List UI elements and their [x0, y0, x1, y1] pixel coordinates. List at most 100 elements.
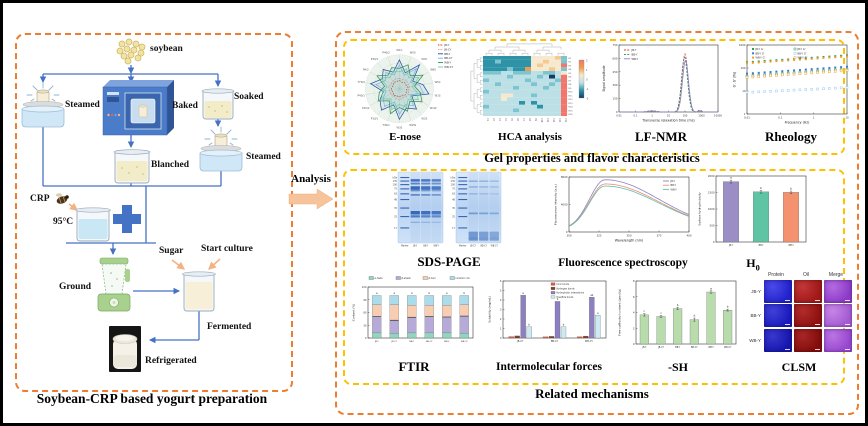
svg-text:17: 17 [452, 227, 455, 230]
svg-text:b: b [563, 324, 565, 327]
soybean-icon [116, 38, 146, 65]
label-soybean: soybean [150, 44, 183, 54]
svg-text:Disulfide bonds: Disulfide bonds [557, 296, 575, 299]
svg-text:BB-Y: BB-Y [675, 346, 681, 349]
label-crp: CRP [30, 194, 50, 204]
gel-flavor-title: Gel properties and flavor characteristic… [484, 151, 700, 165]
svg-text:β-sheet: β-sheet [402, 277, 411, 280]
analysis-arrow-icon [288, 188, 334, 210]
label-refrigerated: Refrigerated [145, 356, 197, 366]
svg-text:R12: R12 [569, 99, 574, 101]
svg-text:JB-CY: JB-CY [516, 340, 524, 343]
svg-text:1500: 1500 [708, 191, 715, 195]
svg-text:120: 120 [362, 285, 367, 289]
svg-text:Marker: Marker [459, 245, 467, 248]
svg-text:0.01: 0.01 [616, 114, 622, 118]
svg-text:C7: C7 [522, 118, 525, 122]
svg-text:-2: -2 [586, 98, 589, 101]
clsm-scale-bar [784, 324, 790, 325]
svg-text:random coil: random coil [456, 277, 470, 280]
ftir-title: FTIR [398, 359, 430, 374]
svg-text:BB-Y: BB-Y [423, 245, 429, 248]
svg-text:Content (%): Content (%) [352, 304, 356, 321]
svg-text:BB-CY: BB-CY [426, 341, 433, 343]
clsm-image-cell [823, 304, 852, 327]
label-temperature: 95°C [53, 217, 74, 227]
svg-text:JB-Y: JB-Y [374, 341, 380, 343]
related-mechanisms-box [343, 169, 845, 385]
svg-text:135: 135 [451, 180, 456, 183]
svg-text:BB-Y: BB-Y [759, 244, 765, 247]
clsm-row: BB-Y [745, 304, 853, 327]
svg-text:a: a [710, 286, 712, 290]
clsm-scale-bar [784, 299, 790, 301]
clsm-image-cell [793, 279, 822, 303]
svg-text:1: 1 [744, 112, 746, 116]
svg-text:WB-CY: WB-CY [461, 341, 469, 343]
svg-text:R2: R2 [569, 62, 572, 64]
svg-text:R16: R16 [569, 114, 574, 116]
preparation-flow-box [15, 33, 293, 392]
fluorescence-title: Fluorescence spectroscopy [558, 257, 688, 269]
svg-text:4: 4 [633, 311, 635, 315]
svg-text:R7: R7 [569, 80, 572, 82]
svg-text:0: 0 [365, 336, 367, 340]
label-steamed-right: Steamed [246, 152, 281, 162]
svg-text:63: 63 [452, 193, 455, 196]
svg-text:JB-Y: JB-Y [412, 245, 418, 248]
flow-connectors [39, 65, 222, 344]
svg-text:R8: R8 [569, 84, 572, 86]
clsm-col-label: Protein [768, 272, 784, 278]
svg-text:T30/1: T30/1 [382, 123, 390, 127]
svg-text:C9: C9 [534, 118, 537, 122]
svg-text:C8: C8 [528, 118, 531, 122]
label-steamed-left: Steamed [65, 100, 100, 110]
svg-text:BB-CY: BB-CY [691, 346, 698, 349]
svg-text:C10: C10 [540, 118, 543, 123]
svg-text:WB-Y: WB-Y [788, 244, 794, 247]
clsm-image-grid: Protein Oil Merge JB-Y BB-Y WB-Y [745, 272, 853, 360]
svg-text:c: c [660, 311, 662, 315]
svg-text:100: 100 [683, 114, 688, 118]
svg-text:48: 48 [452, 198, 455, 201]
svg-text:Transverse relaxation time (ms: Transverse relaxation time (ms) [641, 119, 694, 123]
svg-text:C3: C3 [498, 118, 501, 122]
svg-text:1: 1 [651, 114, 653, 118]
svg-text:0: 0 [500, 336, 502, 340]
beaker-soaked-icon [201, 88, 235, 120]
svg-text:Surface hydrophobicity: Surface hydrophobicity [698, 192, 702, 226]
svg-text:Frequency (Hz): Frequency (Hz) [785, 121, 810, 125]
svg-text:JB-Y: JB-Y [443, 43, 449, 47]
svg-text:150: 150 [613, 97, 618, 101]
svg-text:2: 2 [633, 326, 635, 330]
svg-text:C12: C12 [552, 118, 555, 123]
analysis-results-box [335, 31, 859, 415]
svg-text:60: 60 [363, 311, 367, 315]
svg-text:1: 1 [586, 69, 588, 72]
svg-text:300: 300 [567, 234, 572, 238]
label-sugar: Sugar [159, 246, 184, 256]
flow-accent-arrows [68, 202, 221, 270]
svg-text:10: 10 [742, 89, 746, 93]
svg-text:b: b [463, 291, 465, 295]
svg-text:35: 35 [394, 207, 397, 210]
svg-text:W2W: W2W [409, 123, 416, 127]
svg-text:C13: C13 [558, 118, 561, 123]
svg-text:10000: 10000 [714, 114, 722, 118]
svg-text:kDa: kDa [392, 176, 397, 179]
svg-text:0.1: 0.1 [778, 116, 782, 120]
rheology-scatter-chart: 0.01 0.1 1 10 1 10 100 1000 Frequency (Hz) G′, G″… [733, 43, 849, 125]
clsm-image-cell [763, 304, 792, 327]
svg-text:JB-Y: JB-Y [641, 346, 647, 349]
flowchart-canvas [21, 38, 243, 372]
svg-text:450: 450 [613, 70, 618, 74]
clsm-image-cell [823, 279, 852, 303]
svg-text:1: 1 [813, 116, 815, 120]
svg-text:25: 25 [394, 215, 397, 218]
svg-text:BB-Y G″: BB-Y G″ [798, 51, 807, 55]
svg-text:C2: C2 [492, 118, 495, 122]
